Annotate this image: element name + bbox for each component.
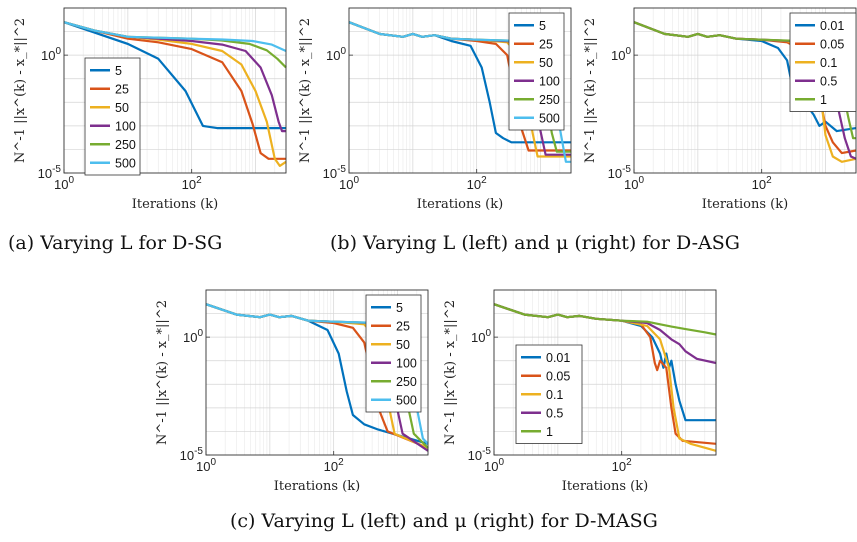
legend-label-25: 25	[396, 319, 410, 333]
x-axis-label: Iterations (k)	[562, 479, 648, 494]
x-tick-label: 100	[484, 457, 504, 474]
y-axis-label: N^-1 ||x^(k) - x_*||^2	[443, 300, 458, 445]
x-tick-label: 100	[54, 175, 74, 192]
legend-box	[365, 294, 422, 413]
axes-frame	[493, 289, 717, 456]
series-25	[63, 21, 286, 160]
x-axis-label: Iterations (k)	[702, 197, 788, 212]
series-5	[63, 21, 286, 130]
legend-label-0.05: 0.05	[546, 369, 570, 383]
legend-label-250: 250	[115, 138, 136, 152]
y-axis-label: N^-1 ||x^(k) - x_*||^2	[13, 18, 28, 163]
legend: 0.01 0.05 0.1 0.5 1	[515, 344, 583, 444]
caption-a: (a) Varying L for D-SG	[8, 232, 223, 254]
x-axis-label: Iterations (k)	[274, 479, 360, 494]
legend-label-50: 50	[115, 101, 129, 115]
legend-label-0.5: 0.5	[820, 74, 837, 88]
y-tick-label: 10-5	[323, 164, 347, 181]
legend-label-500: 500	[396, 393, 417, 407]
y-tick-label: 100	[41, 46, 61, 63]
y-tick-label: 10-5	[38, 164, 62, 181]
legend-box	[84, 57, 141, 176]
y-tick-label: 10-5	[180, 446, 204, 463]
legend-label-500: 500	[115, 156, 136, 170]
legend-label-0.5: 0.5	[546, 406, 563, 420]
y-tick-label: 100	[611, 46, 631, 63]
legend-label-0.05: 0.05	[820, 37, 844, 51]
y-tick-label: 100	[183, 328, 203, 345]
y-axis-label: N^-1 ||x^(k) - x_*||^2	[583, 18, 598, 163]
y-axis-label: N^-1 ||x^(k) - x_*||^2	[298, 18, 313, 163]
legend-label-1: 1	[820, 93, 827, 107]
x-tick-label: 100	[339, 175, 359, 192]
y-tick-label: 100	[326, 46, 346, 63]
legend-label-100: 100	[539, 74, 560, 88]
legend-label-100: 100	[115, 119, 136, 133]
legend-label-25: 25	[539, 37, 553, 51]
legend: 0.01 0.05 0.1 0.5 1	[789, 12, 857, 112]
axes-frame	[348, 7, 572, 174]
x-tick-label: 102	[467, 175, 487, 192]
x-tick-label: 102	[752, 175, 772, 192]
y-tick-label: 10-5	[608, 164, 632, 181]
legend-label-0.01: 0.01	[546, 351, 570, 365]
legend-label-250: 250	[396, 375, 417, 389]
legend-label-50: 50	[396, 338, 410, 352]
y-tick-label: 10-5	[468, 446, 492, 463]
legend-label-500: 500	[539, 111, 560, 125]
legend-label-50: 50	[539, 56, 553, 70]
x-tick-label: 100	[624, 175, 644, 192]
legend-label-250: 250	[539, 93, 560, 107]
caption-b: (b) Varying L (left) and μ (right) for D…	[330, 232, 740, 254]
x-tick-label: 102	[324, 457, 344, 474]
x-tick-label: 102	[182, 175, 202, 192]
axes-frame	[205, 289, 429, 456]
legend-label-1: 1	[546, 425, 553, 439]
legend-label-0.01: 0.01	[820, 19, 844, 33]
legend: 5 25 50 100 250 500	[84, 57, 141, 176]
legend-label-0.1: 0.1	[820, 56, 837, 70]
legend-label-5: 5	[539, 19, 546, 33]
series-1	[493, 303, 717, 336]
y-tick-label: 100	[471, 328, 491, 345]
legend-label-5: 5	[396, 301, 403, 315]
legend: 5 25 50 100 250 500	[508, 12, 565, 131]
y-axis-label: N^-1 ||x^(k) - x_*||^2	[155, 300, 170, 445]
legend: 5 25 50 100 250 500	[365, 294, 422, 413]
x-axis-label: Iterations (k)	[417, 197, 503, 212]
x-tick-label: 102	[612, 457, 632, 474]
caption-c: (c) Varying L (left) and μ (right) for D…	[230, 510, 658, 532]
axes-frame	[63, 7, 287, 174]
x-axis-label: Iterations (k)	[132, 197, 218, 212]
legend-label-5: 5	[115, 64, 122, 78]
legend-label-0.1: 0.1	[546, 388, 563, 402]
x-tick-label: 100	[196, 457, 216, 474]
legend-box	[508, 12, 565, 131]
legend-label-25: 25	[115, 82, 129, 96]
series-500	[63, 21, 287, 53]
legend-label-100: 100	[396, 356, 417, 370]
